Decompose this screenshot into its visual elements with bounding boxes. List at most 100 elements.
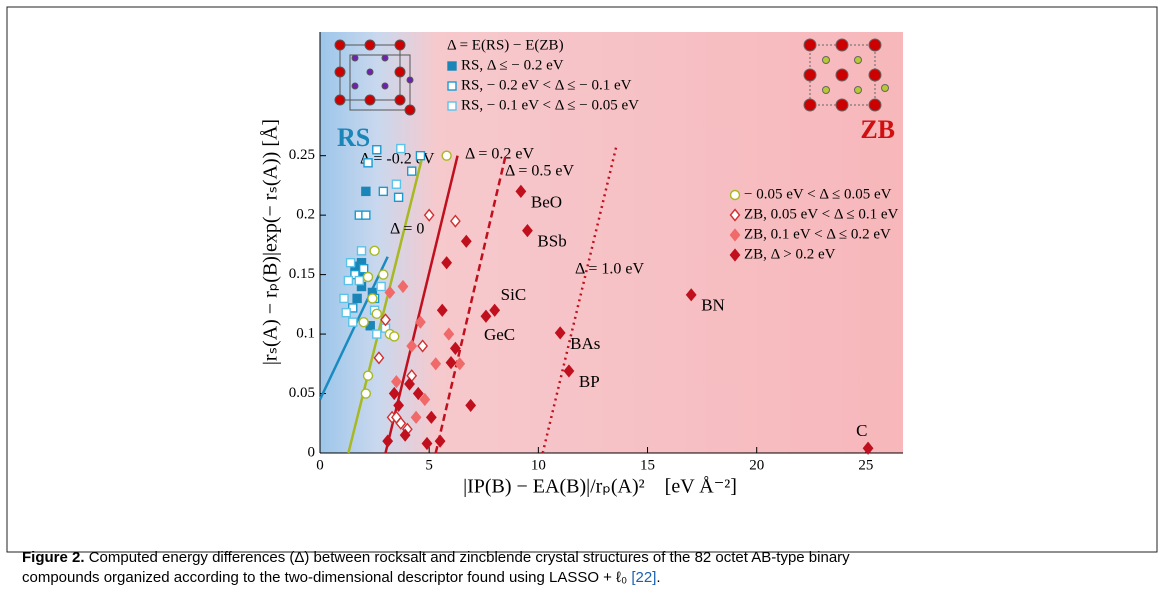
square-marker — [393, 192, 404, 203]
diamond-marker — [373, 351, 385, 365]
boundary-line — [347, 155, 424, 454]
square-marker — [396, 143, 406, 154]
x-tick-label: 25 — [858, 457, 873, 473]
diamond-marker — [862, 441, 874, 455]
zb-structure-icon — [803, 38, 889, 112]
diamond-marker — [382, 434, 394, 448]
circle-marker — [360, 388, 372, 399]
point-label: GeC — [484, 325, 515, 344]
diamond-marker — [399, 428, 411, 442]
x-tick-label: 5 — [425, 457, 433, 473]
caption-text-continued: compounds organized according to the two… — [22, 569, 631, 586]
boundary-label: Δ = 0 — [390, 221, 424, 238]
legend-label: ZB, 0.1 eV < Δ ≤ 0.2 eV — [744, 226, 891, 242]
circle-marker — [729, 189, 741, 201]
x-tick-label: 10 — [531, 457, 546, 473]
caption-line: compounds organized according to the two… — [22, 569, 661, 586]
diamond-marker — [397, 279, 409, 294]
plot-background — [320, 32, 903, 453]
region-label: ZB — [860, 115, 895, 144]
caption-label: Figure 2. — [22, 549, 85, 566]
diamond-marker — [430, 357, 442, 371]
y-axis-label: |rₛ(A) − rₚ(B)|exp(− rₛ(A)) [Å] — [260, 119, 282, 365]
diamond-marker — [729, 248, 741, 262]
boundary-label: Δ = 0.5 eV — [505, 163, 575, 180]
legend-label: ZB, Δ > 0.2 eV — [744, 246, 836, 262]
y-tick-label: 0.15 — [289, 266, 315, 282]
circle-marker — [358, 316, 369, 328]
square-marker — [339, 293, 349, 304]
diamond-marker — [460, 234, 472, 248]
diamond-marker — [421, 436, 433, 451]
square-marker — [376, 281, 386, 292]
square-marker — [361, 186, 371, 197]
diamond-marker — [393, 398, 405, 413]
square-marker — [352, 293, 362, 304]
diamond-marker — [423, 208, 435, 222]
square-marker — [356, 246, 367, 256]
square-marker — [345, 258, 356, 268]
diamond-marker — [434, 434, 446, 448]
figure-frame — [6, 6, 1158, 553]
diamond-marker — [441, 256, 453, 270]
diamond-marker — [388, 386, 400, 401]
square-marker — [372, 329, 382, 339]
square-marker — [415, 150, 426, 161]
square-marker — [363, 158, 373, 168]
boundary-line — [434, 155, 507, 454]
square-marker — [348, 303, 358, 313]
square-marker — [447, 61, 457, 71]
caption-ref[interactable]: [22] — [631, 569, 656, 586]
diamond-marker — [443, 327, 455, 341]
caption-end: . — [656, 569, 660, 586]
point-label: SiC — [501, 285, 527, 304]
y-tick-label: 0.05 — [289, 385, 315, 401]
diamond-marker — [465, 398, 477, 413]
diamond-marker — [449, 341, 461, 355]
diamond-marker — [415, 315, 426, 329]
region-label: RS — [337, 123, 370, 152]
diamond-marker — [729, 208, 741, 222]
point-label: C — [856, 421, 867, 440]
point-label: BP — [579, 372, 600, 391]
diamond-marker — [412, 386, 424, 401]
square-marker — [378, 186, 389, 197]
square-marker — [343, 275, 354, 286]
diamond-marker — [445, 356, 457, 370]
diamond-marker — [404, 377, 415, 391]
circle-marker — [362, 271, 374, 283]
diamond-marker — [685, 288, 697, 302]
diamond-marker — [449, 214, 461, 228]
diamond-marker — [425, 410, 437, 424]
boundary-label: Δ = 1.0 eV — [575, 261, 645, 278]
circle-marker — [362, 370, 374, 381]
square-marker — [391, 179, 402, 189]
caption: Figure 2. Computed energy differences (Δ… — [22, 549, 850, 566]
y-tick-label: 0.25 — [289, 147, 315, 163]
point-label: BAs — [570, 334, 600, 353]
y-tick-label: 0.2 — [296, 207, 315, 223]
x-tick-label: 0 — [316, 457, 324, 473]
diamond-marker — [419, 392, 431, 407]
point-label: BN — [701, 296, 725, 315]
legend-label: RS, − 0.1 eV < Δ ≤ − 0.05 eV — [461, 97, 639, 113]
point-label: BSb — [537, 232, 566, 251]
diamond-marker — [480, 309, 492, 323]
circle-marker — [389, 331, 400, 342]
boundary-line — [541, 143, 619, 454]
circle-marker — [378, 269, 389, 280]
y-tick-label: 0 — [308, 444, 316, 460]
square-marker — [361, 210, 371, 220]
x-tick-label: 15 — [640, 457, 655, 473]
x-tick-label: 20 — [749, 457, 764, 473]
diamond-marker — [380, 313, 391, 327]
circle-marker — [367, 293, 378, 304]
diamond-marker — [515, 184, 527, 198]
y-tick-label: 0.1 — [296, 326, 315, 342]
boundary-label: Δ = 0.2 eV — [465, 146, 535, 163]
boundary-line — [318, 256, 389, 401]
diamond-marker — [436, 303, 448, 317]
diamond-marker — [391, 375, 402, 389]
diamond-marker — [554, 326, 566, 340]
